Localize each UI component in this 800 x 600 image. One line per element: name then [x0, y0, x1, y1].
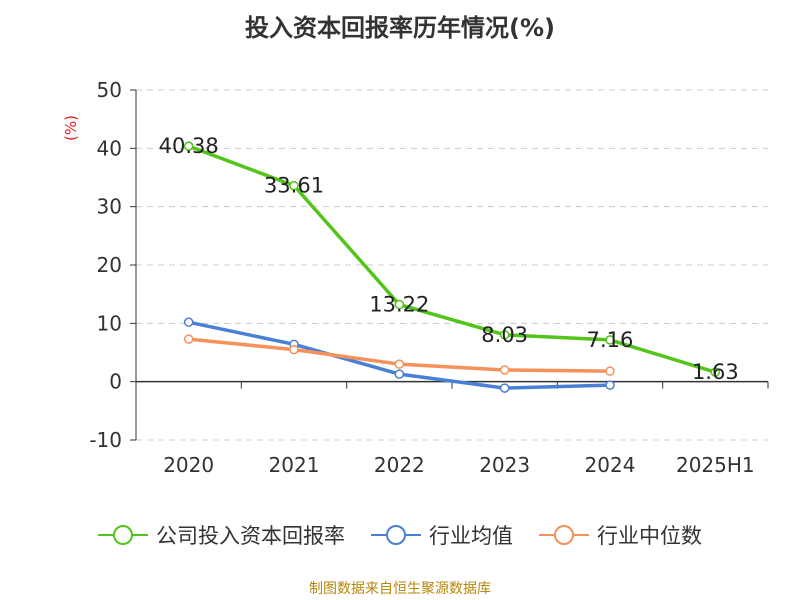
data-label: 7.16	[587, 328, 634, 352]
x-tick-label: 2025H1	[676, 453, 755, 477]
data-label: 8.03	[481, 323, 528, 347]
y-tick-label: 0	[109, 370, 122, 394]
legend-item-company[interactable]: 公司投入资本回报率	[98, 520, 345, 550]
y-tick-label: 40	[97, 136, 122, 160]
y-tick-label: 30	[97, 195, 122, 219]
legend-label-industry-median: 行业中位数	[597, 524, 702, 548]
legend-label-company: 公司投入资本回报率	[156, 524, 345, 548]
y-tick-label: 50	[97, 78, 122, 102]
y-tick-label: -10	[89, 428, 122, 452]
data-point[interactable]	[289, 344, 299, 355]
data-point[interactable]	[394, 299, 405, 310]
data-label: 33.61	[264, 174, 324, 198]
data-point[interactable]	[289, 180, 299, 191]
data-point[interactable]	[499, 383, 510, 393]
legend-marker-industry-median	[539, 525, 589, 545]
y-axis-label: (%)	[62, 115, 80, 141]
chart-title: 投入资本回报率历年情况(%)	[245, 14, 555, 42]
x-tick-label: 2021	[269, 453, 320, 477]
legend-marker-company	[98, 525, 148, 545]
data-labels: 40.38 33.61 13.22 8.03 7.16 1.63	[159, 134, 739, 384]
data-point[interactable]	[394, 369, 405, 379]
legend: 公司投入资本回报率 行业均值 行业中位数	[0, 520, 800, 550]
legend-item-industry-avg[interactable]: 行业均值	[371, 520, 513, 550]
x-tick-label: 2022	[374, 453, 425, 477]
y-tick-label: 10	[97, 311, 122, 335]
data-label: 1.63	[692, 360, 739, 384]
data-point[interactable]	[605, 380, 615, 390]
data-point[interactable]	[710, 367, 721, 377]
data-label: 40.38	[159, 134, 219, 158]
x-tick-label: 2020	[163, 453, 214, 477]
x-tick-label: 2024	[585, 453, 636, 477]
axes: 50 40 30 20 10 0 -10 2020 2021 2022 2023 2024 2025H1	[89, 78, 769, 477]
legend-marker-industry-avg	[371, 525, 421, 545]
source-note: 制图数据来自恒生聚源数据库	[309, 581, 491, 597]
legend-item-industry-median[interactable]: 行业中位数	[539, 520, 702, 550]
data-label: 13.22	[369, 293, 429, 317]
data-point[interactable]	[605, 366, 615, 376]
data-point[interactable]	[183, 141, 194, 151]
data-point[interactable]	[499, 330, 510, 340]
data-point[interactable]	[605, 335, 615, 345]
series-line-0	[188, 144, 716, 374]
data-point[interactable]	[394, 359, 405, 369]
data-point[interactable]	[183, 317, 194, 327]
data-point[interactable]	[183, 334, 194, 344]
y-tick-label: 20	[97, 253, 122, 277]
legend-label-industry-avg: 行业均值	[429, 524, 513, 548]
data-point[interactable]	[499, 365, 510, 375]
x-tick-label: 2023	[479, 453, 530, 477]
series	[183, 141, 721, 393]
